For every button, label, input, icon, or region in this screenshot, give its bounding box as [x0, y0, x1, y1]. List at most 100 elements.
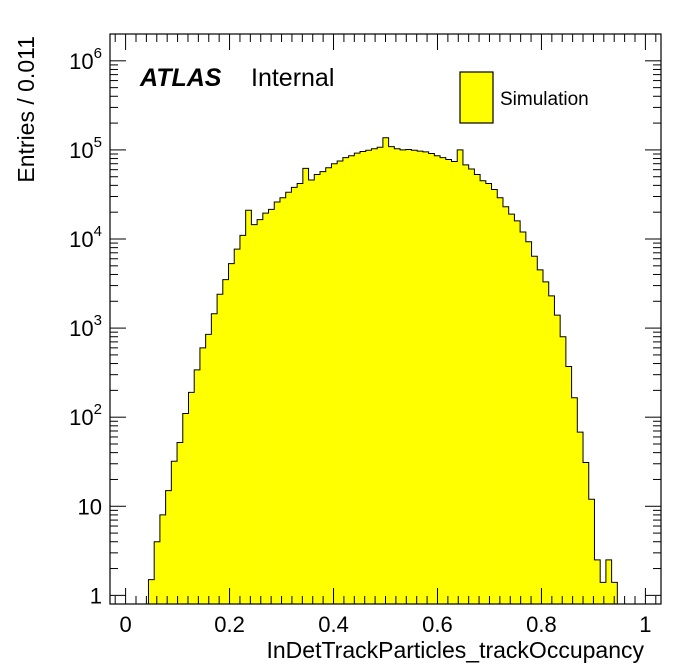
histogram-bar	[520, 231, 527, 604]
histogram-bar	[165, 490, 172, 604]
histogram-bar	[360, 151, 367, 604]
x-tick-label: 0.8	[526, 612, 557, 637]
histogram-bar	[502, 206, 509, 604]
histogram-bar	[194, 369, 201, 604]
histogram-bar	[411, 150, 418, 604]
histogram-bar	[525, 241, 532, 604]
histogram-bar	[211, 313, 218, 604]
y-tick-label: 102	[69, 401, 102, 430]
histogram-bar	[371, 148, 378, 604]
histogram-bar	[342, 157, 349, 604]
histogram-bar	[348, 155, 355, 604]
histogram-bar	[257, 219, 264, 605]
histogram-bar	[222, 279, 229, 604]
histogram-bar	[354, 153, 361, 604]
histogram-bar	[537, 269, 544, 604]
histogram-bar	[428, 153, 435, 605]
histogram-bar	[217, 294, 224, 604]
y-tick-label: 104	[69, 223, 102, 252]
histogram-bar	[577, 432, 584, 604]
histogram-bar	[468, 169, 475, 604]
histogram-bar	[365, 150, 372, 604]
histogram-bar	[205, 334, 212, 604]
y-tick-labels: 1 10 102 103 104 105 106	[69, 45, 102, 609]
histogram-bar	[560, 336, 567, 604]
y-tick-label: 106	[69, 45, 102, 74]
histogram-bar	[462, 164, 469, 604]
y-tick-label: 105	[69, 134, 102, 163]
histogram-bar	[480, 180, 487, 604]
histogram-bar	[583, 462, 590, 604]
histogram-bar	[199, 347, 206, 604]
y-axis-title: Entries / 0.011	[13, 36, 39, 183]
histogram-bar	[434, 155, 441, 604]
histogram-bar	[331, 163, 338, 604]
histogram-bar	[285, 192, 292, 604]
y-tick-label: 1	[90, 583, 102, 608]
x-tick-label: 0.6	[422, 612, 453, 637]
y-tick-label: 10	[78, 494, 102, 519]
histogram-outline	[147, 137, 618, 604]
histogram-bar	[274, 202, 281, 604]
histogram-bar	[268, 209, 275, 604]
x-tick-label: 0.2	[214, 612, 245, 637]
histogram-bar	[154, 541, 161, 604]
histogram-bar	[308, 179, 315, 604]
x-tick-label: 1	[639, 612, 651, 637]
histogram-bar	[262, 213, 269, 605]
histogram-bar	[228, 263, 235, 604]
x-axis-title: InDetTrackParticles_trackOccupancy	[266, 637, 644, 663]
histogram-bar	[239, 235, 246, 604]
histogram-bar	[177, 442, 184, 604]
histogram-bar	[297, 183, 304, 604]
legend: Simulation	[459, 71, 589, 124]
histogram-bar	[611, 582, 618, 604]
histogram-bar	[497, 197, 504, 604]
histogram-bar	[171, 461, 178, 604]
histogram-bar	[422, 151, 429, 604]
histogram-bar	[457, 149, 464, 605]
histogram-bar	[491, 189, 498, 604]
histogram-bar	[234, 249, 241, 604]
axis-ticks	[110, 33, 661, 604]
histogram-bar	[382, 137, 389, 605]
histogram-bar	[302, 168, 309, 604]
x-tick-label: 0.4	[318, 612, 349, 637]
histogram-bar	[514, 220, 521, 605]
histogram-bar	[245, 210, 252, 605]
histogram-bar	[605, 559, 612, 604]
histogram-bar	[251, 224, 258, 604]
histogram-bar	[182, 413, 189, 604]
legend-label-simulation: Simulation	[500, 89, 589, 110]
histogram-bar	[188, 392, 195, 604]
histogram-bar	[377, 147, 384, 604]
histogram-bar	[594, 559, 601, 604]
histogram-bar	[571, 397, 578, 604]
internal-label: Internal	[251, 64, 334, 92]
histogram-bar	[554, 315, 561, 604]
histogram-bar	[474, 174, 481, 604]
histogram-bar	[548, 295, 555, 604]
histogram-bar	[388, 146, 395, 604]
histogram-bar	[451, 161, 458, 604]
histogram-bar	[417, 151, 424, 605]
x-tick-label: 0	[119, 612, 131, 637]
histogram-bars	[147, 137, 618, 605]
histogram-bar	[314, 174, 321, 604]
histogram-bar	[543, 281, 550, 604]
histogram-bar	[148, 579, 155, 604]
x-tick-labels: 0 0.2 0.4 0.6 0.8 1	[119, 612, 651, 637]
histogram-bar	[325, 167, 332, 604]
histogram-bar	[320, 171, 327, 605]
histogram-bar	[600, 582, 607, 604]
histogram-bar	[445, 159, 452, 604]
y-tick-label: 103	[69, 312, 102, 341]
histogram-bar	[588, 499, 595, 604]
histogram-bar	[405, 149, 412, 604]
atlas-label: ATLAS	[139, 64, 222, 92]
histogram-bar	[565, 366, 572, 604]
histogram-bar	[337, 161, 344, 604]
histogram-bar	[394, 148, 401, 604]
histogram-bar	[440, 157, 447, 604]
